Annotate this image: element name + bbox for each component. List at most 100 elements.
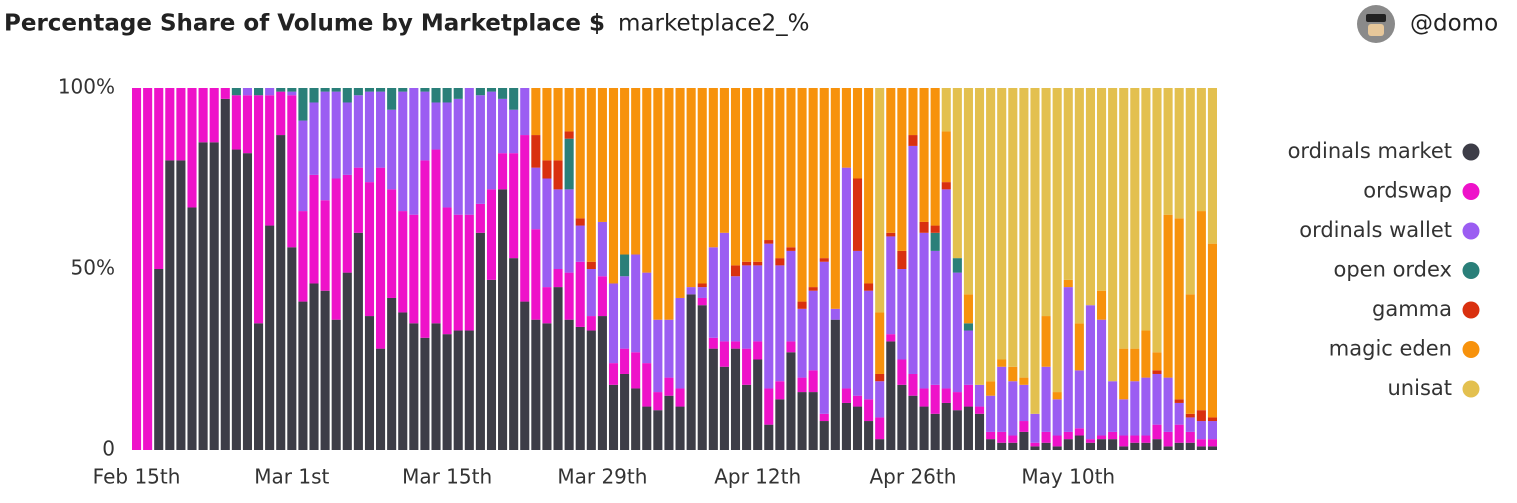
bar-segment bbox=[864, 421, 874, 450]
bar-segment bbox=[753, 265, 763, 342]
bar-segment bbox=[653, 392, 663, 411]
x-tick-label: Mar 15th bbox=[402, 465, 492, 489]
bar-segment bbox=[409, 88, 419, 215]
bar-segment bbox=[908, 395, 918, 450]
bar-segment bbox=[254, 95, 264, 324]
bar-segment bbox=[353, 167, 363, 233]
bar-segment bbox=[531, 88, 541, 136]
bar-segment bbox=[631, 352, 641, 389]
bar-segment bbox=[664, 395, 674, 450]
bar-segment bbox=[875, 417, 885, 440]
bar-segment bbox=[775, 381, 785, 400]
bar-segment bbox=[764, 424, 774, 450]
legend-label: magic eden bbox=[1329, 337, 1452, 361]
bar-segment bbox=[276, 91, 286, 136]
bar-segment bbox=[908, 373, 918, 396]
bar-segment bbox=[1008, 88, 1018, 367]
bar-segment bbox=[1163, 431, 1173, 447]
bar-segment bbox=[254, 323, 264, 450]
bar-segment bbox=[542, 287, 552, 324]
bar-segment bbox=[1108, 431, 1118, 440]
bar-segment bbox=[608, 363, 619, 385]
bar-segment bbox=[509, 153, 519, 259]
bar-segment bbox=[608, 384, 619, 450]
bar-segment bbox=[1019, 431, 1029, 450]
bar-segment bbox=[1163, 377, 1173, 432]
bar-segment bbox=[1052, 399, 1062, 436]
bar-segment bbox=[509, 88, 519, 110]
bar-segment bbox=[309, 88, 319, 103]
bar-segment bbox=[154, 269, 164, 450]
bar-segment bbox=[387, 88, 397, 110]
bar-segment bbox=[919, 232, 929, 389]
bar-segment bbox=[586, 269, 596, 317]
bar-segment bbox=[364, 316, 375, 450]
bar-segment bbox=[265, 95, 275, 226]
bar-segment bbox=[864, 399, 874, 422]
bar-segment bbox=[708, 348, 718, 450]
bar-segment bbox=[298, 120, 308, 212]
bar-segment bbox=[475, 88, 485, 96]
bar-segment bbox=[952, 272, 962, 393]
author[interactable]: @domo bbox=[1410, 11, 1498, 37]
bar-segment bbox=[1041, 366, 1051, 432]
bar-segment bbox=[875, 88, 885, 313]
bar-segment bbox=[298, 211, 308, 302]
x-tick-label: Mar 1st bbox=[254, 465, 329, 489]
bar-segment bbox=[697, 88, 707, 284]
bar-segment bbox=[165, 160, 175, 450]
bar-segment bbox=[1152, 352, 1162, 371]
bar-segment bbox=[542, 323, 552, 450]
bar-segment bbox=[764, 388, 774, 425]
bar-segment bbox=[1063, 431, 1073, 440]
bar-segment bbox=[564, 272, 574, 320]
bar-segment bbox=[1185, 294, 1195, 414]
bar-segment bbox=[265, 88, 275, 96]
bar-segment bbox=[908, 88, 918, 136]
bar-segment bbox=[864, 88, 874, 284]
bar-segment bbox=[309, 102, 319, 175]
bar-segment bbox=[1174, 442, 1184, 450]
bar-segment bbox=[708, 88, 718, 248]
bar-segment bbox=[509, 258, 519, 450]
bar-segment bbox=[697, 297, 707, 306]
bar-segment bbox=[1141, 442, 1151, 450]
bar-segment bbox=[886, 334, 896, 342]
bar-segment bbox=[1085, 88, 1095, 306]
bar-segment bbox=[187, 88, 197, 208]
bar-segment bbox=[886, 236, 896, 335]
bar-segment bbox=[852, 395, 863, 407]
bar-segment bbox=[1019, 421, 1029, 432]
bar-segment bbox=[875, 312, 885, 374]
bar-segment bbox=[941, 402, 951, 450]
bar-segment bbox=[1196, 88, 1206, 212]
bar-segment bbox=[664, 377, 674, 396]
bar-segment bbox=[930, 384, 940, 414]
bar-segment bbox=[1185, 431, 1195, 443]
bar-segment bbox=[797, 392, 807, 450]
bar-segment bbox=[498, 88, 508, 99]
bar-segment bbox=[908, 145, 918, 374]
bar-segment bbox=[841, 402, 851, 450]
bar-segment bbox=[830, 88, 840, 309]
bar-segment bbox=[1085, 442, 1095, 450]
bar-segment bbox=[242, 153, 253, 450]
bar-segment bbox=[1041, 431, 1051, 443]
bar-segment bbox=[742, 88, 752, 262]
bar-segment bbox=[553, 189, 563, 269]
bar-segment bbox=[1030, 413, 1040, 443]
bar-segment bbox=[620, 276, 630, 349]
bar-segment bbox=[963, 88, 973, 295]
bar-segment bbox=[309, 174, 319, 284]
bar-segment bbox=[1119, 435, 1129, 447]
bar-segment bbox=[420, 91, 430, 161]
bar-segment bbox=[453, 98, 463, 215]
legend-label: unisat bbox=[1388, 376, 1453, 400]
bar-segment bbox=[1041, 442, 1051, 450]
bar-segment bbox=[1041, 316, 1051, 367]
bar-segment bbox=[1163, 214, 1173, 378]
bar-segment bbox=[575, 218, 585, 226]
bar-segment bbox=[753, 261, 763, 266]
bar-segment bbox=[997, 359, 1007, 367]
